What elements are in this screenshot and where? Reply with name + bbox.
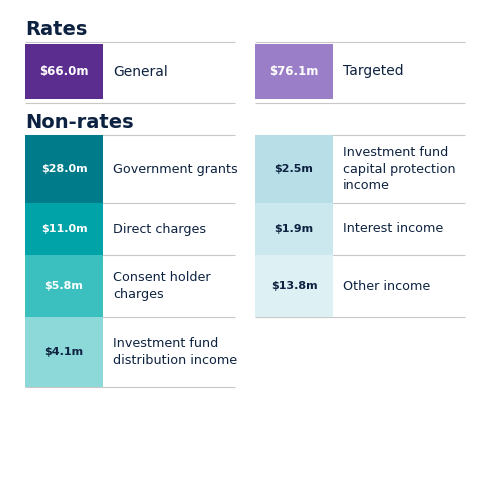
Text: Non-rates: Non-rates (25, 113, 134, 132)
Text: Interest income: Interest income (343, 222, 444, 235)
Text: General: General (113, 64, 168, 78)
Text: $1.9m: $1.9m (274, 224, 314, 234)
Text: $5.8m: $5.8m (44, 281, 84, 291)
FancyBboxPatch shape (255, 135, 333, 203)
Text: $2.5m: $2.5m (274, 164, 314, 174)
FancyBboxPatch shape (255, 44, 333, 99)
FancyBboxPatch shape (25, 203, 103, 255)
FancyBboxPatch shape (255, 255, 333, 317)
Text: $28.0m: $28.0m (40, 164, 88, 174)
Text: $4.1m: $4.1m (44, 347, 84, 357)
Text: Investment fund
distribution income: Investment fund distribution income (113, 337, 237, 367)
FancyBboxPatch shape (25, 135, 103, 203)
Text: Consent holder
charges: Consent holder charges (113, 271, 210, 300)
Text: $13.8m: $13.8m (270, 281, 318, 291)
FancyBboxPatch shape (25, 44, 103, 99)
FancyBboxPatch shape (255, 203, 333, 255)
Text: $11.0m: $11.0m (40, 224, 88, 234)
Text: Investment fund
capital protection
income: Investment fund capital protection incom… (343, 146, 456, 192)
Text: Government grants: Government grants (113, 162, 238, 175)
Text: Direct charges: Direct charges (113, 222, 206, 235)
FancyBboxPatch shape (25, 317, 103, 387)
Text: $76.1m: $76.1m (270, 65, 318, 78)
FancyBboxPatch shape (25, 255, 103, 317)
Text: Rates: Rates (25, 20, 88, 39)
Text: Targeted: Targeted (343, 64, 404, 78)
Text: $66.0m: $66.0m (39, 65, 89, 78)
Text: Other income: Other income (343, 280, 430, 292)
